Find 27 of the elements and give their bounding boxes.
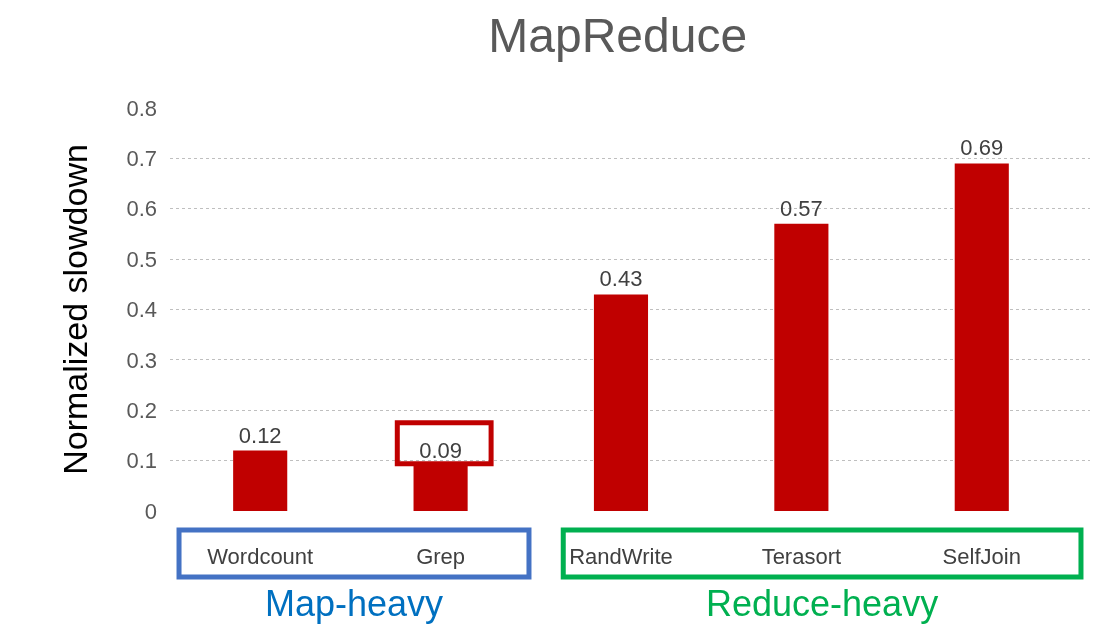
y-tick-label: 0.5 [126, 246, 157, 272]
data-label: 0.09 [419, 437, 462, 463]
chart-title: MapReduce [488, 8, 748, 62]
bar [593, 294, 649, 511]
data-label: 0.43 [599, 266, 643, 292]
y-tick-label: 0.6 [126, 196, 157, 222]
x-tick-label: Terasort [761, 544, 842, 569]
y-tick-label: 0.1 [126, 448, 157, 474]
x-tick-label: SelfJoin [942, 544, 1021, 569]
text: Map-heavy [265, 583, 444, 624]
y-tick-label: 0.7 [126, 146, 157, 172]
data-label: 0.12 [238, 422, 282, 448]
y-tick-label: 0 [144, 498, 157, 524]
y-tick-label: 0.3 [126, 347, 157, 373]
x-tick-label: Grep [416, 544, 466, 569]
data-label: 0.69 [960, 135, 1004, 161]
bar [954, 163, 1009, 511]
data-label: 0.57 [779, 195, 823, 221]
text: Reduce-heavy [706, 583, 939, 624]
x-tick-label: Wordcount [207, 544, 314, 569]
bar [774, 223, 829, 511]
x-tick-label: RandWrite [569, 544, 673, 569]
y-tick-label: 0.4 [126, 297, 157, 323]
bar [233, 450, 288, 511]
y-tick-label: 0.8 [126, 95, 157, 121]
y-tick-label: 0.2 [126, 397, 157, 423]
y-axis-title: Normalized slowdown [56, 144, 95, 475]
